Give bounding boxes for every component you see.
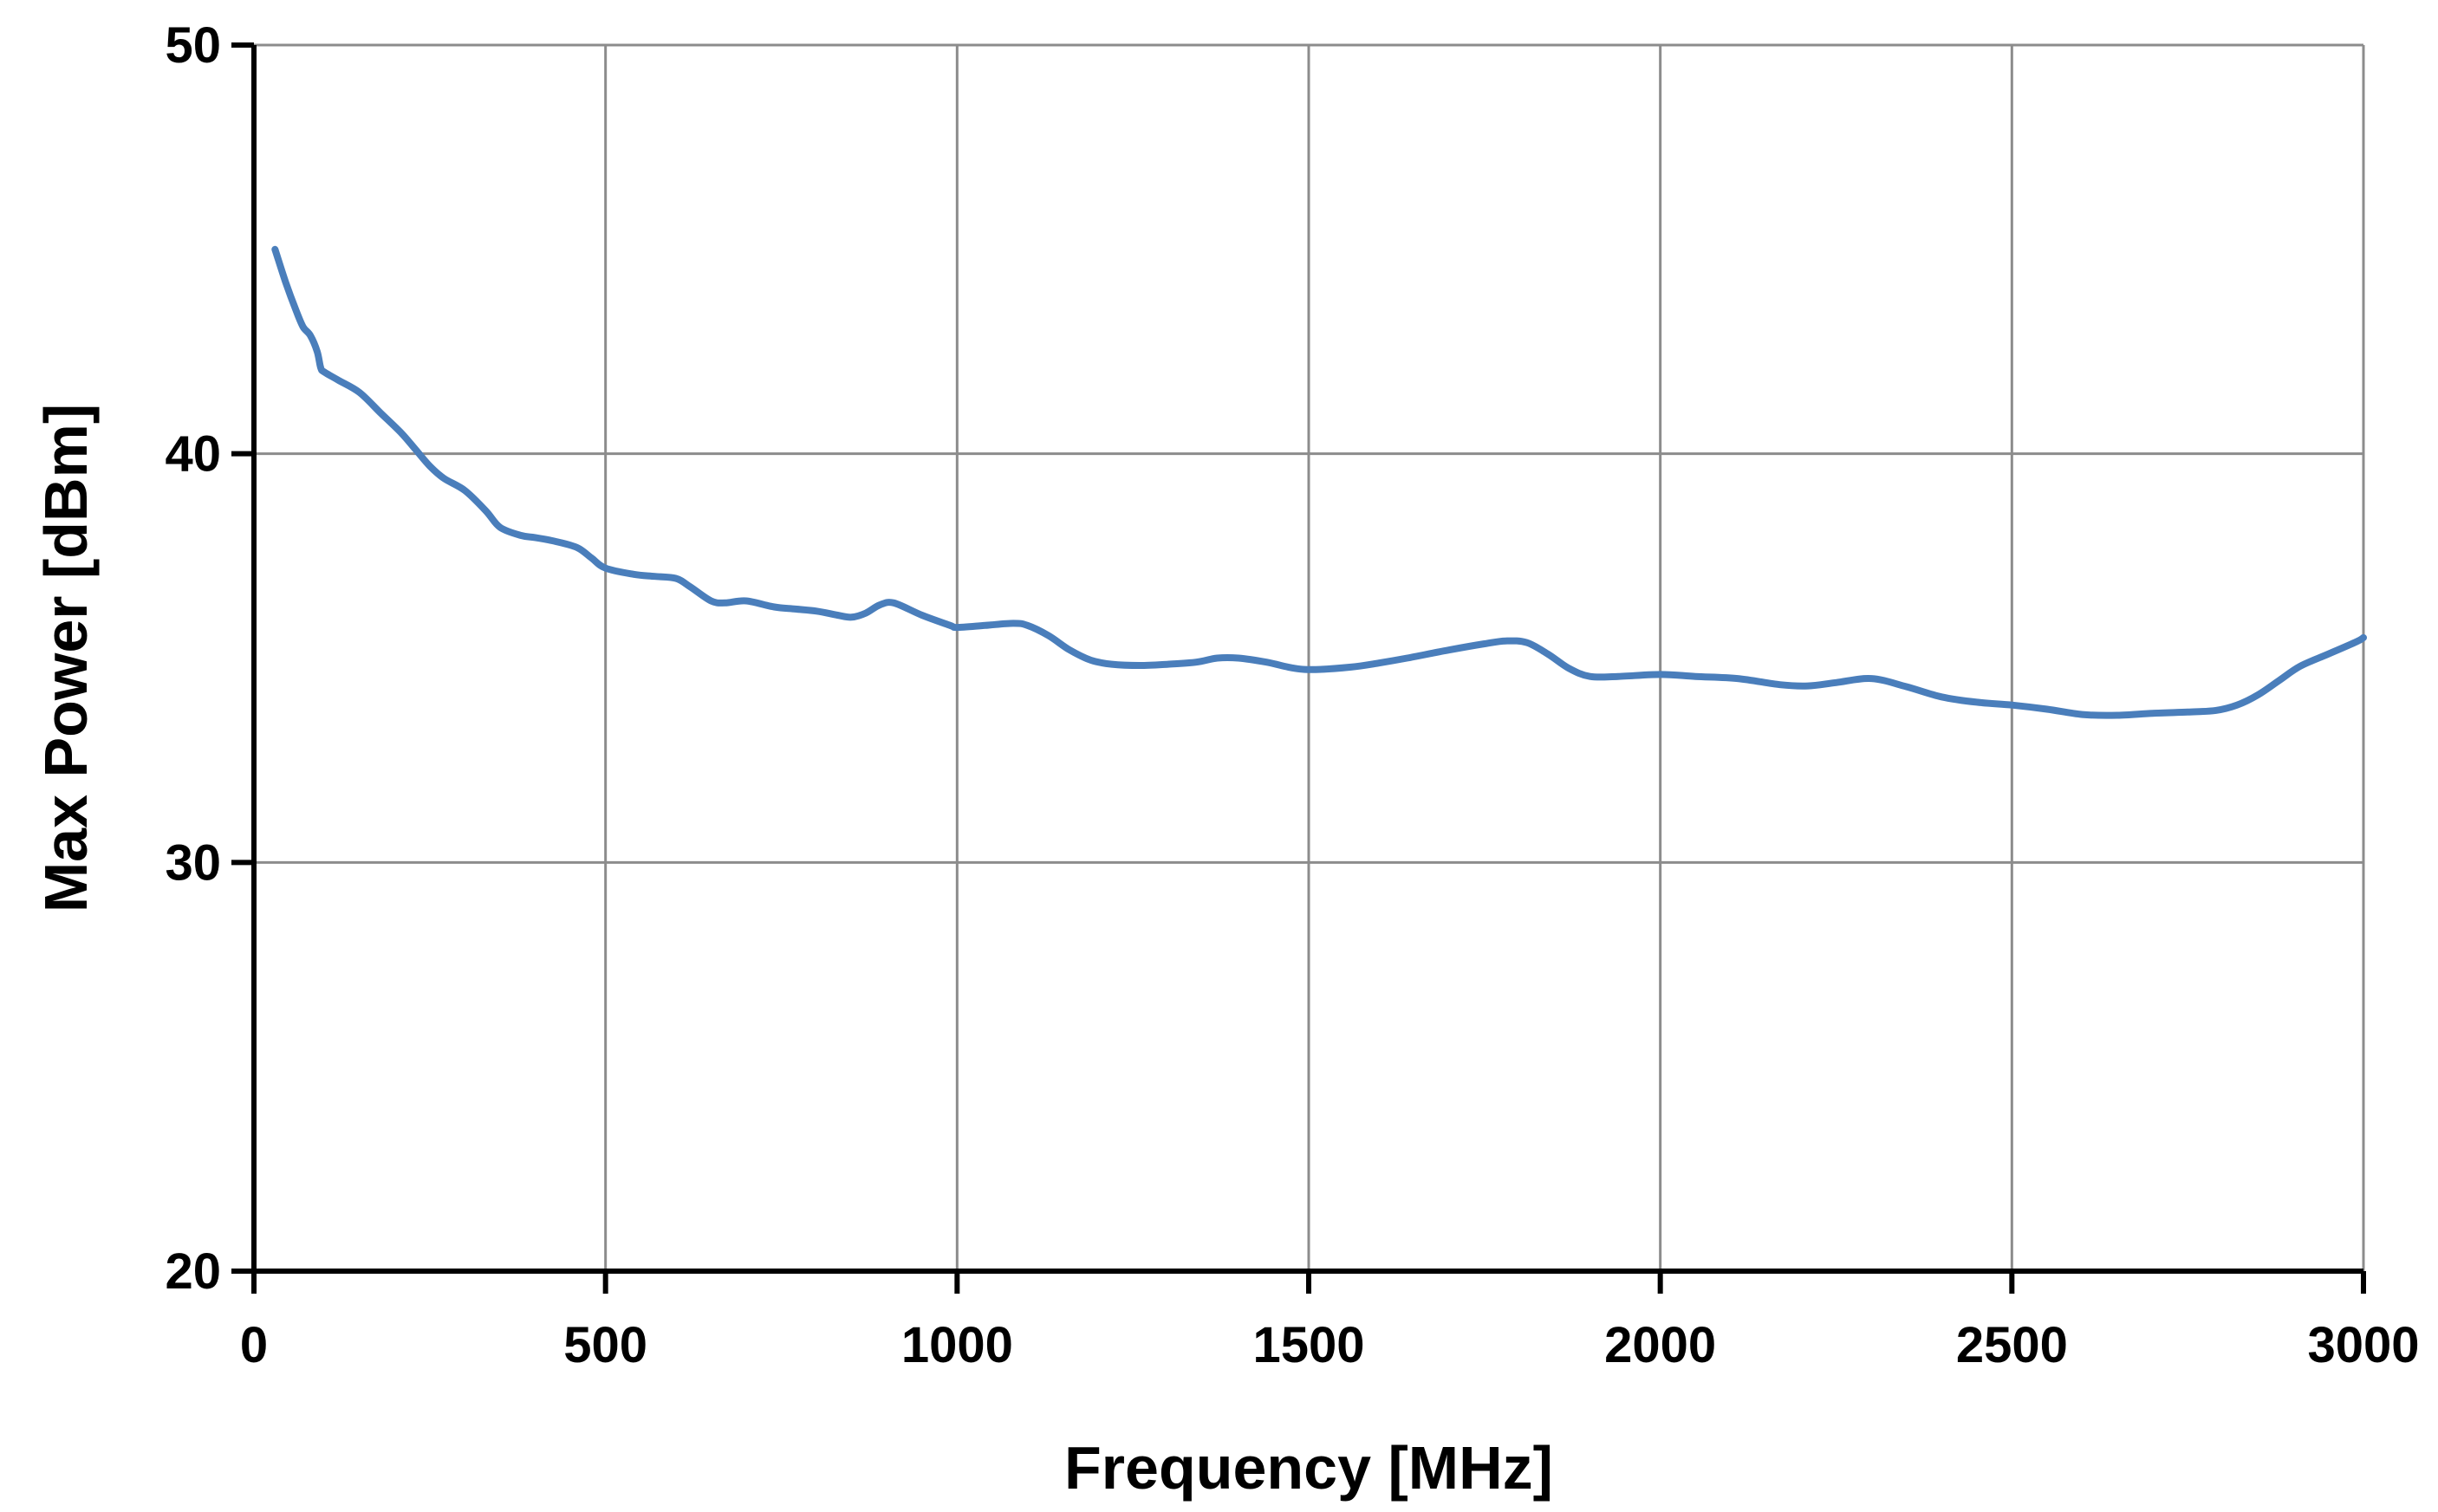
x-tick-label-5: 2500 (1956, 1317, 2068, 1373)
x-tick-label-0: 0 (240, 1317, 268, 1373)
series-line-0 (271, 245, 2367, 719)
y-tick-label-0: 20 (165, 1243, 221, 1300)
x-tick-label-1: 500 (563, 1317, 647, 1373)
y-tick-label-3: 50 (165, 17, 221, 74)
y-axis-title: Max Power [dBm] (32, 404, 100, 912)
y-tick-label-2: 40 (165, 426, 221, 483)
x-tick-label-3: 1500 (1252, 1317, 1364, 1373)
x-axis-title: Frequency [MHz] (1064, 1434, 1553, 1502)
x-tick-label-2: 1000 (901, 1317, 1013, 1373)
x-tick-label-6: 3000 (2307, 1317, 2419, 1373)
y-tick-label-1: 30 (165, 834, 221, 891)
axes (231, 42, 2366, 1294)
x-tick-label-4: 2000 (1604, 1317, 1716, 1373)
grid-lines (254, 43, 2365, 1271)
series-layer (271, 245, 2367, 719)
